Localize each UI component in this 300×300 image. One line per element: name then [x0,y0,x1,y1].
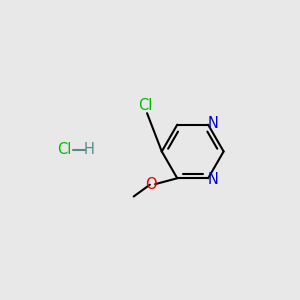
Text: N: N [208,116,219,131]
Text: H: H [83,142,94,158]
Text: N: N [208,172,219,187]
Text: Cl: Cl [57,142,72,158]
Text: Cl: Cl [138,98,153,113]
Text: O: O [145,177,156,192]
